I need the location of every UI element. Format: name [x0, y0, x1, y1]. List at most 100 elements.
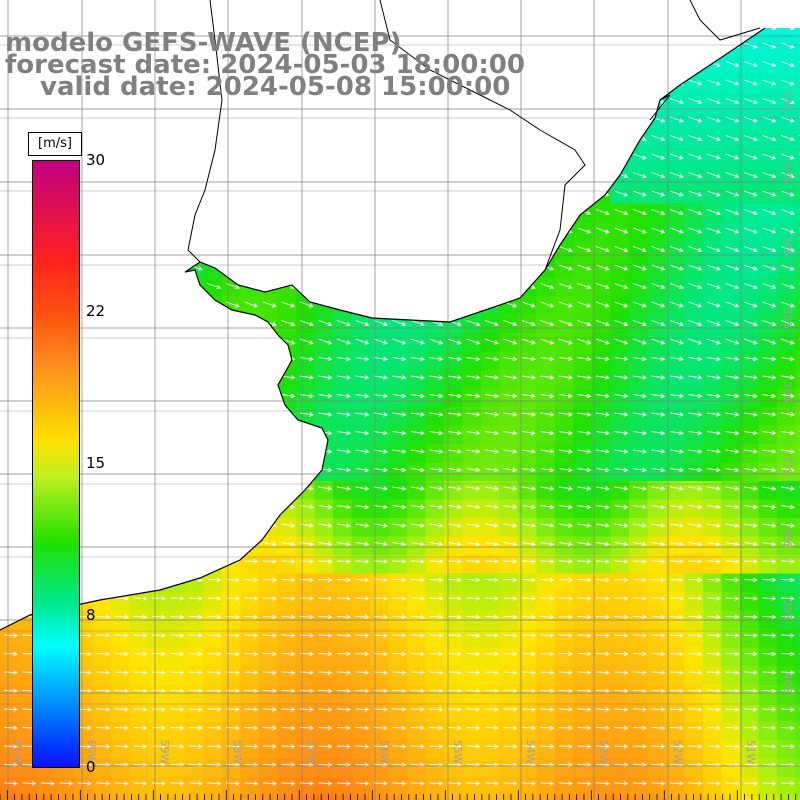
wind-arrow — [207, 246, 222, 253]
wind-cell — [499, 481, 519, 500]
wind-arrow — [762, 449, 777, 454]
wind-arrow — [244, 449, 259, 454]
wind-cell — [592, 703, 611, 722]
wind-cell — [185, 222, 204, 241]
wind-cell — [444, 518, 463, 537]
wind-arrow — [632, 301, 647, 308]
wind-cell — [499, 703, 519, 722]
wind-arrow — [466, 651, 481, 657]
wind-arrow — [577, 264, 592, 271]
wind-arrow — [114, 486, 129, 491]
wind-cell — [536, 277, 556, 297]
wind-arrow — [466, 449, 481, 454]
wind-cell — [795, 351, 800, 371]
wind-cell — [647, 203, 667, 223]
wind-cell — [481, 758, 500, 778]
wind-arrow — [114, 172, 129, 179]
wind-arrow — [207, 393, 222, 399]
wind-arrow — [77, 781, 92, 786]
wind-arrow — [706, 781, 721, 786]
wind-cell — [462, 555, 482, 574]
wind-cell — [721, 259, 741, 278]
wind-arrow — [614, 614, 629, 620]
wind-arrow — [577, 135, 592, 142]
wind-cell — [351, 629, 371, 648]
wind-arrow — [207, 356, 222, 362]
wind-arrow — [614, 153, 629, 160]
wind-arrow — [96, 670, 111, 675]
wind-cell — [277, 296, 297, 315]
wind-cell — [333, 499, 352, 519]
wind-arrow — [540, 116, 555, 123]
wind-arrow — [669, 320, 684, 327]
wind-cell — [314, 481, 334, 500]
wind-cell — [185, 314, 204, 334]
wind-cell — [703, 370, 722, 389]
wind-cell — [277, 592, 297, 611]
wind-arrow — [447, 781, 462, 786]
wind-cell — [740, 222, 759, 241]
wind-cell — [740, 721, 759, 741]
wind-cell — [222, 388, 241, 408]
wind-arrow — [558, 28, 573, 31]
wind-arrow — [392, 116, 407, 123]
wind-arrow — [114, 541, 129, 547]
wind-cell — [203, 740, 223, 759]
wind-cell — [55, 111, 75, 130]
wind-cell — [425, 185, 445, 204]
wind-arrow — [410, 614, 425, 620]
wind-arrow — [3, 541, 18, 547]
wind-cell — [370, 592, 389, 611]
wind-cell — [351, 314, 371, 334]
wind-cell — [425, 721, 445, 741]
wind-cell — [555, 462, 574, 482]
wind-arrow — [447, 559, 462, 564]
wind-cell — [777, 0, 796, 19]
wind-cell — [444, 684, 463, 704]
wind-arrow — [651, 227, 666, 234]
wind-cell — [684, 407, 704, 426]
wind-cell — [481, 259, 500, 278]
wind-arrow — [281, 338, 296, 345]
wind-arrow — [410, 688, 425, 694]
wind-arrow — [558, 116, 573, 123]
wind-arrow — [669, 227, 684, 234]
wind-cell — [610, 388, 630, 408]
wind-cell — [240, 166, 260, 186]
wind-arrow — [540, 467, 555, 473]
wind-cell — [444, 166, 463, 186]
wind-arrow — [355, 633, 370, 638]
wind-cell — [240, 351, 260, 371]
wind-arrow — [558, 614, 573, 620]
wind-cell — [129, 222, 149, 241]
wind-cell — [351, 462, 371, 482]
wind-cell — [240, 370, 260, 389]
wind-cell — [0, 629, 19, 648]
wind-cell — [370, 536, 389, 556]
wind-cell — [203, 351, 223, 371]
wind-cell — [610, 555, 630, 574]
wind-arrow — [743, 264, 758, 271]
wind-cell — [721, 444, 741, 463]
wind-cell — [352, 0, 371, 19]
wind-arrow — [706, 577, 721, 583]
wind-cell — [333, 758, 352, 778]
wind-cell — [296, 0, 315, 19]
wind-cell — [647, 333, 667, 352]
wind-cell — [462, 795, 482, 800]
wind-cell — [240, 518, 260, 537]
wind-arrow — [336, 449, 351, 454]
wind-arrow — [762, 633, 777, 638]
wind-cell — [555, 370, 574, 389]
wind-arrow — [466, 301, 481, 308]
wind-cell — [0, 407, 19, 426]
wind-cell — [204, 0, 223, 19]
wind-arrow — [706, 725, 721, 731]
wind-cell — [425, 499, 445, 519]
wind-arrow — [669, 412, 684, 417]
wind-arrow — [725, 651, 740, 657]
wind-cell — [0, 351, 19, 371]
wind-arrow — [133, 670, 148, 675]
wind-arrow — [244, 153, 259, 160]
wind-arrow — [114, 559, 129, 564]
